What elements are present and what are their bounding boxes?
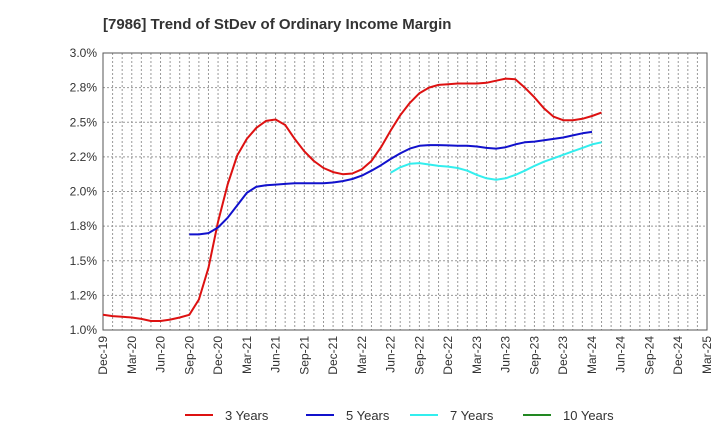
- series-line-7-years: [390, 141, 602, 181]
- x-tick-label: Dec-19: [96, 336, 110, 375]
- legend-label-5-years: 5 Years: [346, 408, 390, 423]
- y-tick-label: 1.5%: [70, 254, 98, 268]
- x-tick-label: Mar-24: [585, 336, 599, 374]
- x-tick-label: Dec-22: [441, 336, 455, 375]
- grid: [103, 53, 707, 330]
- x-tick-label: Jun-22: [384, 336, 398, 373]
- x-tick-label: Mar-20: [125, 336, 139, 374]
- x-tick-label: Dec-21: [326, 336, 340, 375]
- x-tick-label: Sep-22: [412, 336, 426, 375]
- y-axis-ticks: 1.0% 1.2% 1.5% 1.8% 2.0% 2.2% 2.5% 2.8% 3.0%: [70, 46, 98, 337]
- x-tick-label: Mar-23: [470, 336, 484, 374]
- x-tick-label: Sep-23: [527, 336, 541, 375]
- x-axis-ticks: Dec-19 Mar-20 Jun-20 Sep-20 Dec-20 Mar-21 Jun-…: [96, 336, 714, 375]
- y-tick-label: 1.8%: [70, 219, 98, 233]
- legend-label-10-years: 10 Years: [563, 408, 614, 423]
- x-tick-label: Jun-24: [614, 336, 628, 373]
- y-tick-label: 3.0%: [70, 46, 98, 60]
- x-tick-label: Mar-21: [240, 336, 254, 374]
- x-tick-label: Jun-20: [154, 336, 168, 373]
- series-lines: [102, 77, 602, 322]
- y-tick-label: 2.2%: [70, 150, 98, 164]
- y-tick-label: 1.2%: [70, 288, 98, 302]
- x-tick-label: Sep-24: [642, 336, 656, 375]
- legend: 3 Years 5 Years 7 Years 10 Years: [185, 408, 614, 423]
- y-tick-label: 2.0%: [70, 185, 98, 199]
- x-tick-label: Dec-23: [556, 336, 570, 375]
- series-line-3-years: [102, 77, 602, 322]
- series-line-5-years: [189, 130, 593, 236]
- plot-area: [102, 52, 708, 331]
- x-tick-label: Dec-24: [671, 336, 685, 375]
- x-tick-label: Sep-21: [297, 336, 311, 375]
- legend-label-7-years: 7 Years: [450, 408, 494, 423]
- chart-title: [7986] Trend of StDev of Ordinary Income…: [103, 16, 451, 33]
- y-tick-label: 2.8%: [70, 81, 98, 95]
- legend-label-3-years: 3 Years: [225, 408, 269, 423]
- x-tick-label: Mar-22: [355, 336, 369, 374]
- y-tick-label: 2.5%: [70, 115, 98, 129]
- x-tick-label: Jun-21: [269, 336, 283, 373]
- x-tick-label: Sep-20: [182, 336, 196, 375]
- x-tick-label: Jun-23: [499, 336, 513, 373]
- x-tick-label: Dec-20: [211, 336, 225, 375]
- x-tick-label: Mar-25: [700, 336, 714, 374]
- y-tick-label: 1.0%: [70, 323, 98, 337]
